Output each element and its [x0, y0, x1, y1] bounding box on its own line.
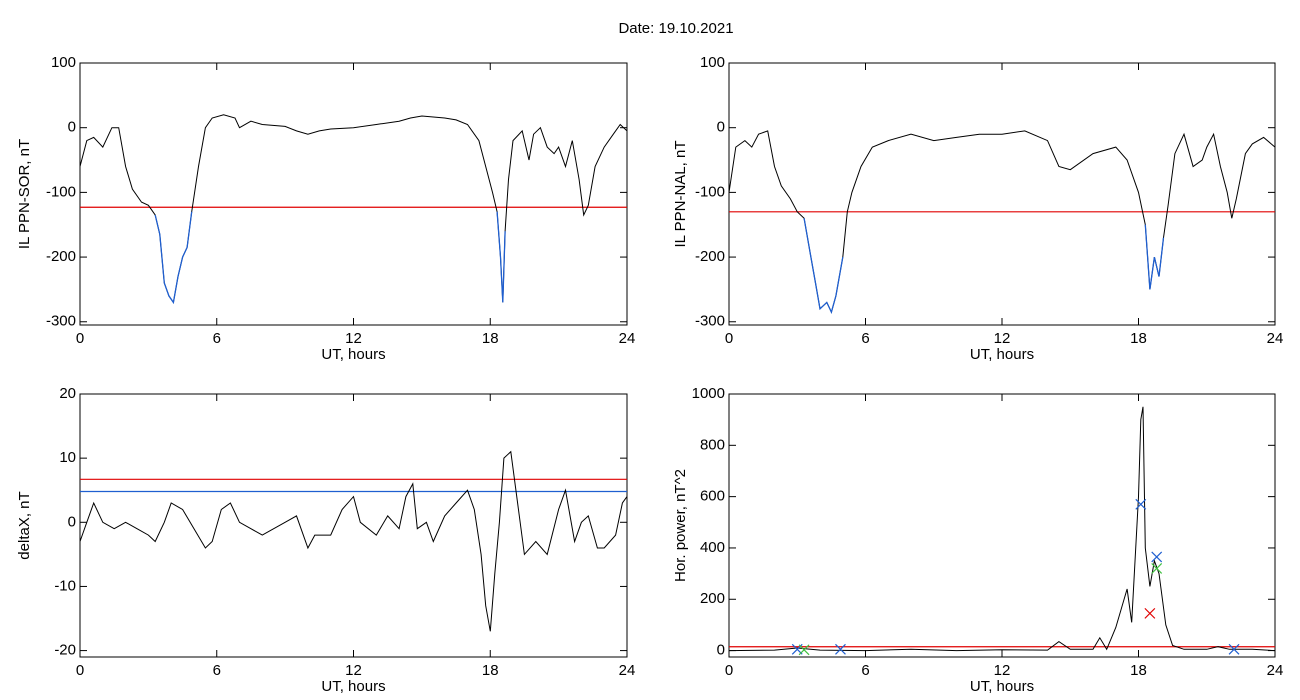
y-tick-label: 600 — [700, 488, 725, 505]
y-axis-label: deltaX, nT — [16, 491, 33, 559]
x-tick-label: 18 — [482, 330, 499, 347]
y-tick-label: 0 — [717, 119, 725, 136]
y-tick-label: -200 — [695, 248, 725, 265]
x-tick-label: 0 — [725, 330, 733, 347]
x-tick-label: 12 — [994, 330, 1011, 347]
x-tick-label: 18 — [1130, 662, 1147, 679]
x-tick-label: 12 — [994, 662, 1011, 679]
y-tick-label: 400 — [700, 539, 725, 556]
plot-frame — [728, 62, 1276, 326]
data-line — [79, 450, 628, 632]
highlight-line — [155, 212, 584, 303]
x-tick-label: 0 — [76, 662, 84, 679]
data-line — [728, 406, 1276, 652]
x-tick-label: 24 — [619, 662, 636, 679]
data-line — [79, 114, 628, 304]
y-axis-label: Hor. power, nT^2 — [672, 469, 689, 582]
marker — [1151, 563, 1163, 574]
y-tick-label: 100 — [51, 54, 76, 71]
x-axis-label: UT, hours — [321, 678, 385, 695]
x-tick-label: 24 — [1267, 330, 1284, 347]
x-tick-label: 6 — [861, 330, 869, 347]
x-tick-label: 6 — [213, 662, 221, 679]
y-tick-label: 800 — [700, 436, 725, 453]
plot-frame — [79, 62, 628, 326]
marker — [1151, 551, 1163, 563]
y-tick-label: 10 — [59, 449, 76, 466]
y-tick-label: -20 — [54, 642, 76, 659]
y-tick-label: -300 — [46, 313, 76, 330]
x-tick-label: 0 — [725, 662, 733, 679]
y-tick-label: -200 — [46, 248, 76, 265]
y-tick-label: 20 — [59, 385, 76, 402]
x-tick-label: 0 — [76, 330, 84, 347]
highlight-line — [804, 218, 1232, 312]
data-line — [728, 130, 1276, 314]
y-axis-label: IL PPN-NAL, nT — [672, 141, 689, 248]
y-tick-label: 0 — [717, 642, 725, 659]
marker — [835, 643, 846, 655]
y-tick-label: 0 — [68, 513, 76, 530]
y-tick-label: 200 — [700, 590, 725, 607]
x-tick-label: 12 — [345, 330, 362, 347]
x-axis-label: UT, hours — [970, 346, 1034, 363]
y-tick-label: -300 — [695, 313, 725, 330]
y-tick-label: 100 — [700, 54, 725, 71]
x-tick-label: 18 — [482, 662, 499, 679]
x-tick-label: 6 — [861, 662, 869, 679]
y-tick-label: -10 — [54, 577, 76, 594]
figure-title: Date: 19.10.2021 — [618, 20, 733, 37]
x-tick-label: 12 — [345, 662, 362, 679]
x-tick-label: 24 — [1267, 662, 1284, 679]
x-axis-label: UT, hours — [321, 346, 385, 363]
marker — [1228, 643, 1240, 655]
y-tick-label: 0 — [68, 119, 76, 136]
marker — [1135, 498, 1147, 510]
x-tick-label: 18 — [1130, 330, 1147, 347]
y-tick-label: -100 — [46, 183, 76, 200]
plot-frame — [728, 393, 1276, 658]
plot-frame — [79, 393, 628, 658]
marker — [1144, 607, 1156, 619]
y-tick-label: -100 — [695, 183, 725, 200]
marker — [798, 644, 810, 656]
x-tick-label: 6 — [213, 330, 221, 347]
y-tick-label: 1000 — [692, 385, 725, 402]
x-axis-label: UT, hours — [970, 678, 1034, 695]
x-tick-label: 24 — [619, 330, 636, 347]
y-axis-label: IL PPN-SOR, nT — [16, 139, 33, 249]
